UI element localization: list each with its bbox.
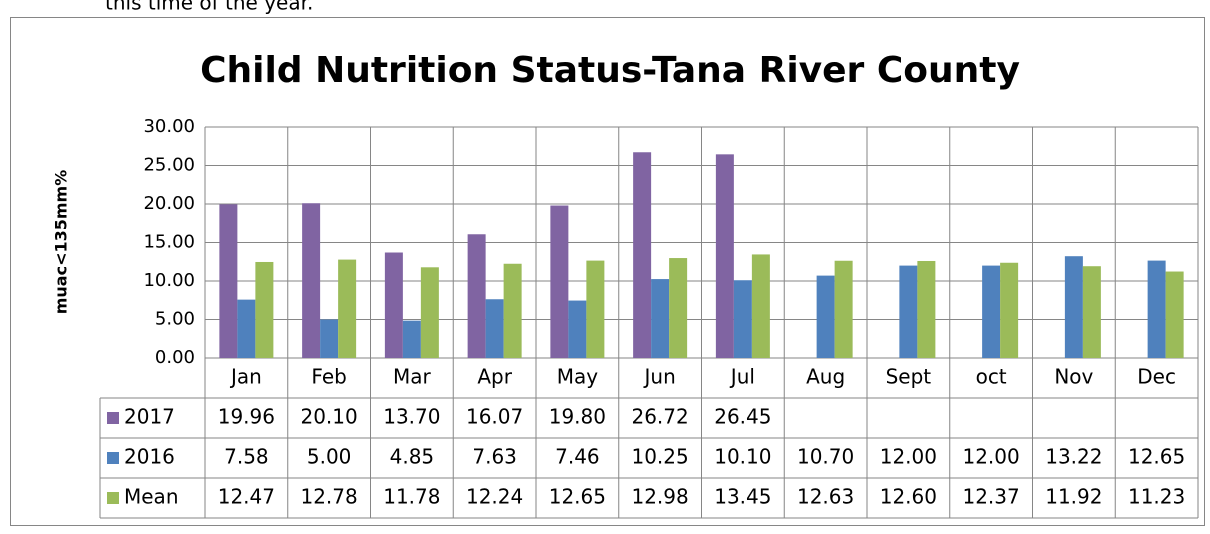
x-tick-label: oct	[976, 365, 1007, 389]
y-tick-label: 20.00	[143, 193, 195, 214]
table-value: 12.60	[880, 485, 937, 509]
table-value: 12.00	[962, 445, 1019, 469]
bar	[917, 260, 936, 358]
bar	[715, 154, 734, 358]
bar	[467, 234, 486, 358]
table-value: 26.72	[631, 405, 688, 429]
legend-swatch	[107, 412, 119, 424]
y-tick-label: 0.00	[155, 347, 195, 368]
table-value: 20.10	[300, 405, 357, 429]
table-value: 19.96	[218, 405, 275, 429]
bar	[982, 265, 1001, 358]
table-value: 7.46	[555, 445, 600, 469]
chart-title: Child Nutrition Status-Tana River County	[200, 50, 1020, 91]
bar	[219, 204, 238, 358]
bar	[550, 205, 569, 358]
table-value: 7.58	[224, 445, 269, 469]
x-tick-label: Dec	[1137, 365, 1176, 389]
bar	[586, 260, 605, 358]
bar	[1082, 266, 1101, 358]
x-tick-label: Jul	[729, 365, 755, 389]
page-text: this time of the year.	[105, 0, 313, 15]
bar	[420, 267, 439, 358]
table-value: 13.22	[1045, 445, 1102, 469]
bar	[568, 300, 587, 358]
bar	[384, 252, 403, 358]
y-tick-label: 30.00	[143, 116, 195, 137]
legend-label: Mean	[124, 485, 179, 509]
table-value: 4.85	[390, 445, 435, 469]
table-value: 7.63	[472, 445, 517, 469]
x-tick-label: Jan	[229, 365, 262, 389]
table-value: 19.80	[549, 405, 606, 429]
table-value: 12.47	[218, 485, 275, 509]
bar	[669, 258, 688, 358]
bar	[503, 263, 522, 358]
bar	[1064, 256, 1083, 358]
bar	[302, 203, 321, 358]
bar	[338, 259, 357, 358]
table-value: 10.25	[631, 445, 688, 469]
table-value: 16.07	[466, 405, 523, 429]
bar	[733, 280, 752, 358]
legend-swatch	[107, 492, 119, 504]
bar	[402, 320, 421, 358]
x-tick-label: Nov	[1054, 365, 1093, 389]
table-value: 13.45	[714, 485, 771, 509]
table-value: 13.70	[383, 405, 440, 429]
x-tick-label: Sept	[886, 365, 932, 389]
table-value: 10.70	[797, 445, 854, 469]
x-tick-label: Feb	[311, 365, 346, 389]
table-value: 10.10	[714, 445, 771, 469]
table-value: 12.00	[880, 445, 937, 469]
table-value: 12.37	[962, 485, 1019, 509]
bar	[255, 261, 274, 358]
bar	[651, 279, 670, 358]
table-value: 5.00	[307, 445, 352, 469]
table-value: 11.23	[1128, 485, 1185, 509]
bar	[899, 265, 918, 358]
table-value: 12.78	[300, 485, 357, 509]
bar	[1147, 260, 1166, 358]
legend-label: 2016	[124, 445, 175, 469]
bar	[633, 152, 652, 358]
table-value: 12.65	[1128, 445, 1185, 469]
bar	[816, 275, 835, 358]
table-value: 12.98	[631, 485, 688, 509]
bar	[834, 260, 853, 358]
y-tick-label: 5.00	[155, 309, 195, 330]
y-tick-label: 15.00	[143, 232, 195, 253]
table-value: 26.45	[714, 405, 771, 429]
x-tick-label: Mar	[393, 365, 432, 389]
table-value: 12.65	[549, 485, 606, 509]
table-value: 11.92	[1045, 485, 1102, 509]
table-value: 12.24	[466, 485, 523, 509]
y-tick-label: 25.00	[143, 155, 195, 176]
x-tick-label: Aug	[806, 365, 845, 389]
y-tick-label: 10.00	[143, 270, 195, 291]
bar	[485, 299, 504, 358]
table-value: 12.63	[797, 485, 854, 509]
bar	[1000, 262, 1019, 358]
legend-label: 2017	[124, 405, 175, 429]
bar	[1165, 271, 1184, 358]
bar	[237, 299, 256, 358]
y-axis-label: muac<135mm%	[52, 170, 71, 315]
x-tick-label: Apr	[477, 365, 512, 389]
legend-swatch	[107, 452, 119, 464]
chart-frame	[10, 17, 1205, 526]
table-value: 11.78	[383, 485, 440, 509]
bar	[751, 254, 770, 358]
bar	[320, 319, 339, 358]
x-tick-label: May	[557, 365, 599, 389]
x-tick-label: Jun	[643, 365, 676, 389]
